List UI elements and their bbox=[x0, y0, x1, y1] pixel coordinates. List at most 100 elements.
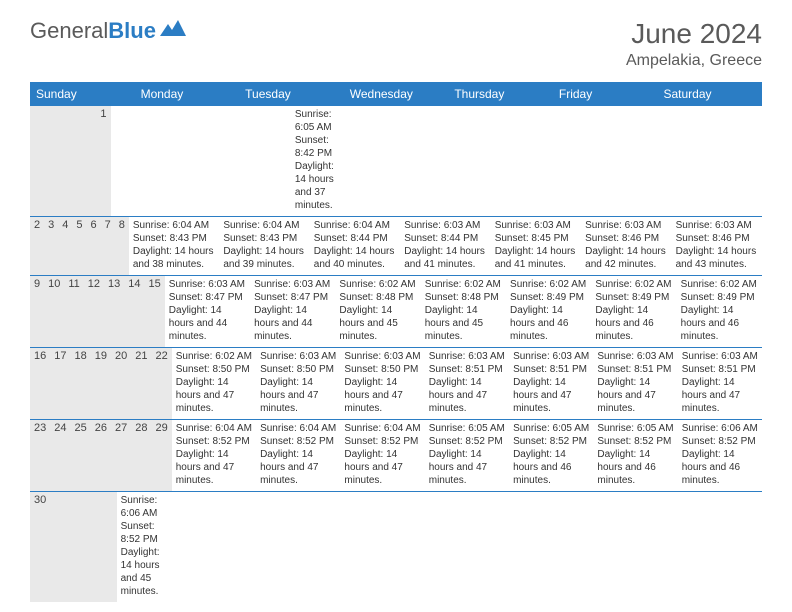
day-info: Sunrise: 6:05 AMSunset: 8:42 PMDaylight:… bbox=[291, 106, 338, 216]
day-number: 10 bbox=[44, 276, 64, 347]
day-number bbox=[30, 106, 41, 216]
day-info: Sunrise: 6:04 AMSunset: 8:44 PMDaylight:… bbox=[310, 217, 400, 275]
day-number: 24 bbox=[50, 420, 70, 491]
day-number: 15 bbox=[145, 276, 165, 347]
day-number: 16 bbox=[30, 348, 50, 419]
day-number bbox=[41, 106, 52, 216]
day-number: 23 bbox=[30, 420, 50, 491]
day-number-row: 16171819202122 bbox=[30, 348, 172, 419]
day-number: 19 bbox=[91, 348, 111, 419]
week-row: 1 Sunrise: 6:05 AMSunset: 8:42 PMDayligh… bbox=[30, 106, 762, 217]
week-row: 2345678Sunrise: 6:04 AMSunset: 8:43 PMDa… bbox=[30, 217, 762, 276]
day-number bbox=[106, 492, 117, 602]
day-header: Friday bbox=[553, 82, 658, 106]
day-header: Wednesday bbox=[344, 82, 449, 106]
day-number: 12 bbox=[84, 276, 104, 347]
week-row: 16171819202122Sunrise: 6:02 AMSunset: 8:… bbox=[30, 348, 762, 420]
day-info: Sunrise: 6:03 AMSunset: 8:51 PMDaylight:… bbox=[425, 348, 509, 419]
day-info: Sunrise: 6:05 AMSunset: 8:52 PMDaylight:… bbox=[593, 420, 677, 491]
day-number bbox=[85, 106, 96, 216]
day-info: Sunrise: 6:04 AMSunset: 8:43 PMDaylight:… bbox=[129, 217, 219, 275]
info-row: Sunrise: 6:04 AMSunset: 8:43 PMDaylight:… bbox=[129, 217, 762, 275]
day-number bbox=[52, 106, 63, 216]
day-info bbox=[261, 106, 291, 216]
weeks-container: 1 Sunrise: 6:05 AMSunset: 8:42 PMDayligh… bbox=[30, 106, 762, 602]
info-row: Sunrise: 6:02 AMSunset: 8:50 PMDaylight:… bbox=[172, 348, 762, 419]
flag-icon bbox=[160, 18, 186, 44]
info-row: Sunrise: 6:05 AMSunset: 8:42 PMDaylight:… bbox=[111, 106, 338, 216]
day-header: Sunday bbox=[30, 82, 135, 106]
day-number bbox=[61, 492, 72, 602]
day-info: Sunrise: 6:04 AMSunset: 8:52 PMDaylight:… bbox=[172, 420, 256, 491]
day-number: 25 bbox=[71, 420, 91, 491]
day-number: 30 bbox=[30, 492, 50, 602]
day-info: Sunrise: 6:02 AMSunset: 8:48 PMDaylight:… bbox=[421, 276, 506, 347]
title-block: June 2024 Ampelakia, Greece bbox=[626, 18, 762, 70]
day-info: Sunrise: 6:03 AMSunset: 8:46 PMDaylight:… bbox=[581, 217, 671, 275]
day-info: Sunrise: 6:02 AMSunset: 8:49 PMDaylight:… bbox=[591, 276, 676, 347]
day-info: Sunrise: 6:03 AMSunset: 8:51 PMDaylight:… bbox=[509, 348, 593, 419]
week-row: 9101112131415 Sunrise: 6:03 AMSunset: 8:4… bbox=[30, 276, 762, 348]
day-info: Sunrise: 6:04 AMSunset: 8:52 PMDaylight:… bbox=[256, 420, 340, 491]
day-number-row: 23242526272829 bbox=[30, 420, 172, 491]
day-info: Sunrise: 6:03 AMSunset: 8:51 PMDaylight:… bbox=[678, 348, 762, 419]
day-number: 22 bbox=[152, 348, 172, 419]
day-info bbox=[201, 106, 231, 216]
day-number bbox=[83, 492, 94, 602]
day-header-row: Sunday Monday Tuesday Wednesday Thursday… bbox=[30, 82, 762, 106]
day-info: Sunrise: 6:03 AMSunset: 8:45 PMDaylight:… bbox=[491, 217, 581, 275]
day-info bbox=[164, 492, 194, 602]
day-number: 8 bbox=[115, 217, 129, 275]
day-info: Sunrise: 6:03 AMSunset: 8:47 PMDaylight:… bbox=[250, 276, 335, 347]
day-number: 4 bbox=[58, 217, 72, 275]
day-number: 2 bbox=[30, 217, 44, 275]
day-info: Sunrise: 6:05 AMSunset: 8:52 PMDaylight:… bbox=[425, 420, 509, 491]
day-header: Tuesday bbox=[239, 82, 344, 106]
day-info bbox=[171, 106, 201, 216]
day-info bbox=[224, 492, 254, 602]
day-number-row: 30 bbox=[30, 492, 117, 602]
info-row: Sunrise: 6:04 AMSunset: 8:52 PMDaylight:… bbox=[172, 420, 762, 491]
info-row: Sunrise: 6:03 AMSunset: 8:47 PMDaylight:… bbox=[165, 276, 762, 347]
day-number: 14 bbox=[124, 276, 144, 347]
day-number-row: 9101112131415 bbox=[30, 276, 165, 347]
day-info: Sunrise: 6:04 AMSunset: 8:52 PMDaylight:… bbox=[340, 420, 424, 491]
day-info: Sunrise: 6:06 AMSunset: 8:52 PMDaylight:… bbox=[678, 420, 762, 491]
day-number bbox=[95, 492, 106, 602]
day-number: 7 bbox=[101, 217, 115, 275]
day-info bbox=[141, 106, 171, 216]
week-row: 23242526272829Sunrise: 6:04 AMSunset: 8:… bbox=[30, 420, 762, 492]
day-info: Sunrise: 6:03 AMSunset: 8:51 PMDaylight:… bbox=[593, 348, 677, 419]
day-number bbox=[50, 492, 61, 602]
calendar: Sunday Monday Tuesday Wednesday Thursday… bbox=[30, 82, 762, 602]
day-number: 17 bbox=[50, 348, 70, 419]
page-title: June 2024 bbox=[626, 18, 762, 50]
day-number: 26 bbox=[91, 420, 111, 491]
day-header: Thursday bbox=[448, 82, 553, 106]
day-number: 27 bbox=[111, 420, 131, 491]
day-info: Sunrise: 6:03 AMSunset: 8:46 PMDaylight:… bbox=[672, 217, 762, 275]
day-info bbox=[111, 106, 141, 216]
day-info bbox=[284, 492, 314, 602]
day-number: 11 bbox=[64, 276, 83, 347]
day-number: 13 bbox=[104, 276, 124, 347]
day-number: 5 bbox=[72, 217, 86, 275]
day-number: 29 bbox=[152, 420, 172, 491]
logo: GeneralBlue bbox=[30, 18, 186, 44]
day-number: 9 bbox=[30, 276, 44, 347]
day-info bbox=[314, 492, 344, 602]
day-number: 3 bbox=[44, 217, 58, 275]
header: GeneralBlue June 2024 Ampelakia, Greece bbox=[0, 0, 792, 78]
day-info: Sunrise: 6:02 AMSunset: 8:49 PMDaylight:… bbox=[677, 276, 762, 347]
location: Ampelakia, Greece bbox=[626, 52, 762, 70]
day-number: 28 bbox=[131, 420, 151, 491]
day-header: Monday bbox=[135, 82, 240, 106]
info-row: Sunrise: 6:06 AMSunset: 8:52 PMDaylight:… bbox=[117, 492, 344, 602]
logo-text-2: Blue bbox=[108, 18, 156, 44]
day-info bbox=[194, 492, 224, 602]
day-number: 18 bbox=[71, 348, 91, 419]
day-info bbox=[231, 106, 261, 216]
day-number: 6 bbox=[87, 217, 101, 275]
day-number bbox=[74, 106, 85, 216]
logo-text-1: General bbox=[30, 18, 108, 44]
